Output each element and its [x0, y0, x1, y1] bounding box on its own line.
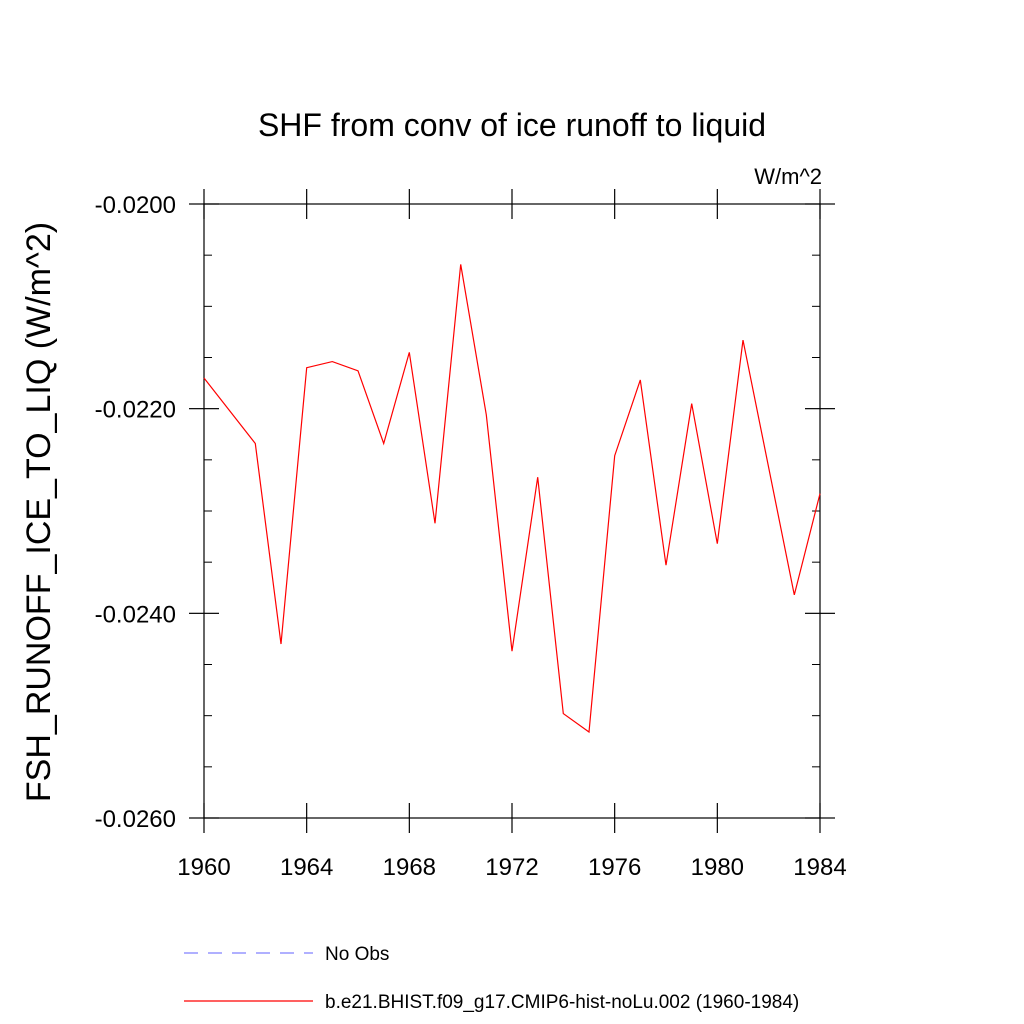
x-tick-label: 1976 [588, 854, 641, 881]
axis-tick-labels: 1960 1964 1968 1972 1976 1980 1984 -0.0260 -0.02… [95, 192, 847, 881]
x-tick-label: 1980 [691, 854, 744, 881]
y-tick-label: -0.0240 [95, 601, 176, 628]
legend-label: No Obs [325, 944, 389, 965]
x-tick-label: 1984 [793, 854, 846, 881]
x-tick-label: 1968 [383, 854, 436, 881]
x-tick-label: 1964 [280, 854, 333, 881]
y-tick-label: -0.0260 [95, 806, 176, 833]
chart-title: SHF from conv of ice runoff to liquid [258, 107, 766, 143]
y-tick-label: -0.0200 [95, 192, 176, 219]
legend: No Obs b.e21.BHIST.f09_g17.CMIP6-hist-noL… [184, 944, 799, 1013]
y-axis-label: FSH_RUNOFF_ICE_TO_LIQ (W/m^2) [20, 222, 58, 802]
plot-frame [203, 203, 821, 819]
x-tick-label: 1960 [177, 854, 230, 881]
y-tick-label: -0.0220 [95, 397, 176, 424]
series-layer [203, 264, 821, 734]
series-line [203, 264, 821, 734]
axis-ticks [189, 189, 835, 833]
units-label: W/m^2 [754, 164, 822, 189]
legend-label: b.e21.BHIST.f09_g17.CMIP6-hist-noLu.002 … [325, 992, 799, 1013]
x-tick-label: 1972 [485, 854, 538, 881]
